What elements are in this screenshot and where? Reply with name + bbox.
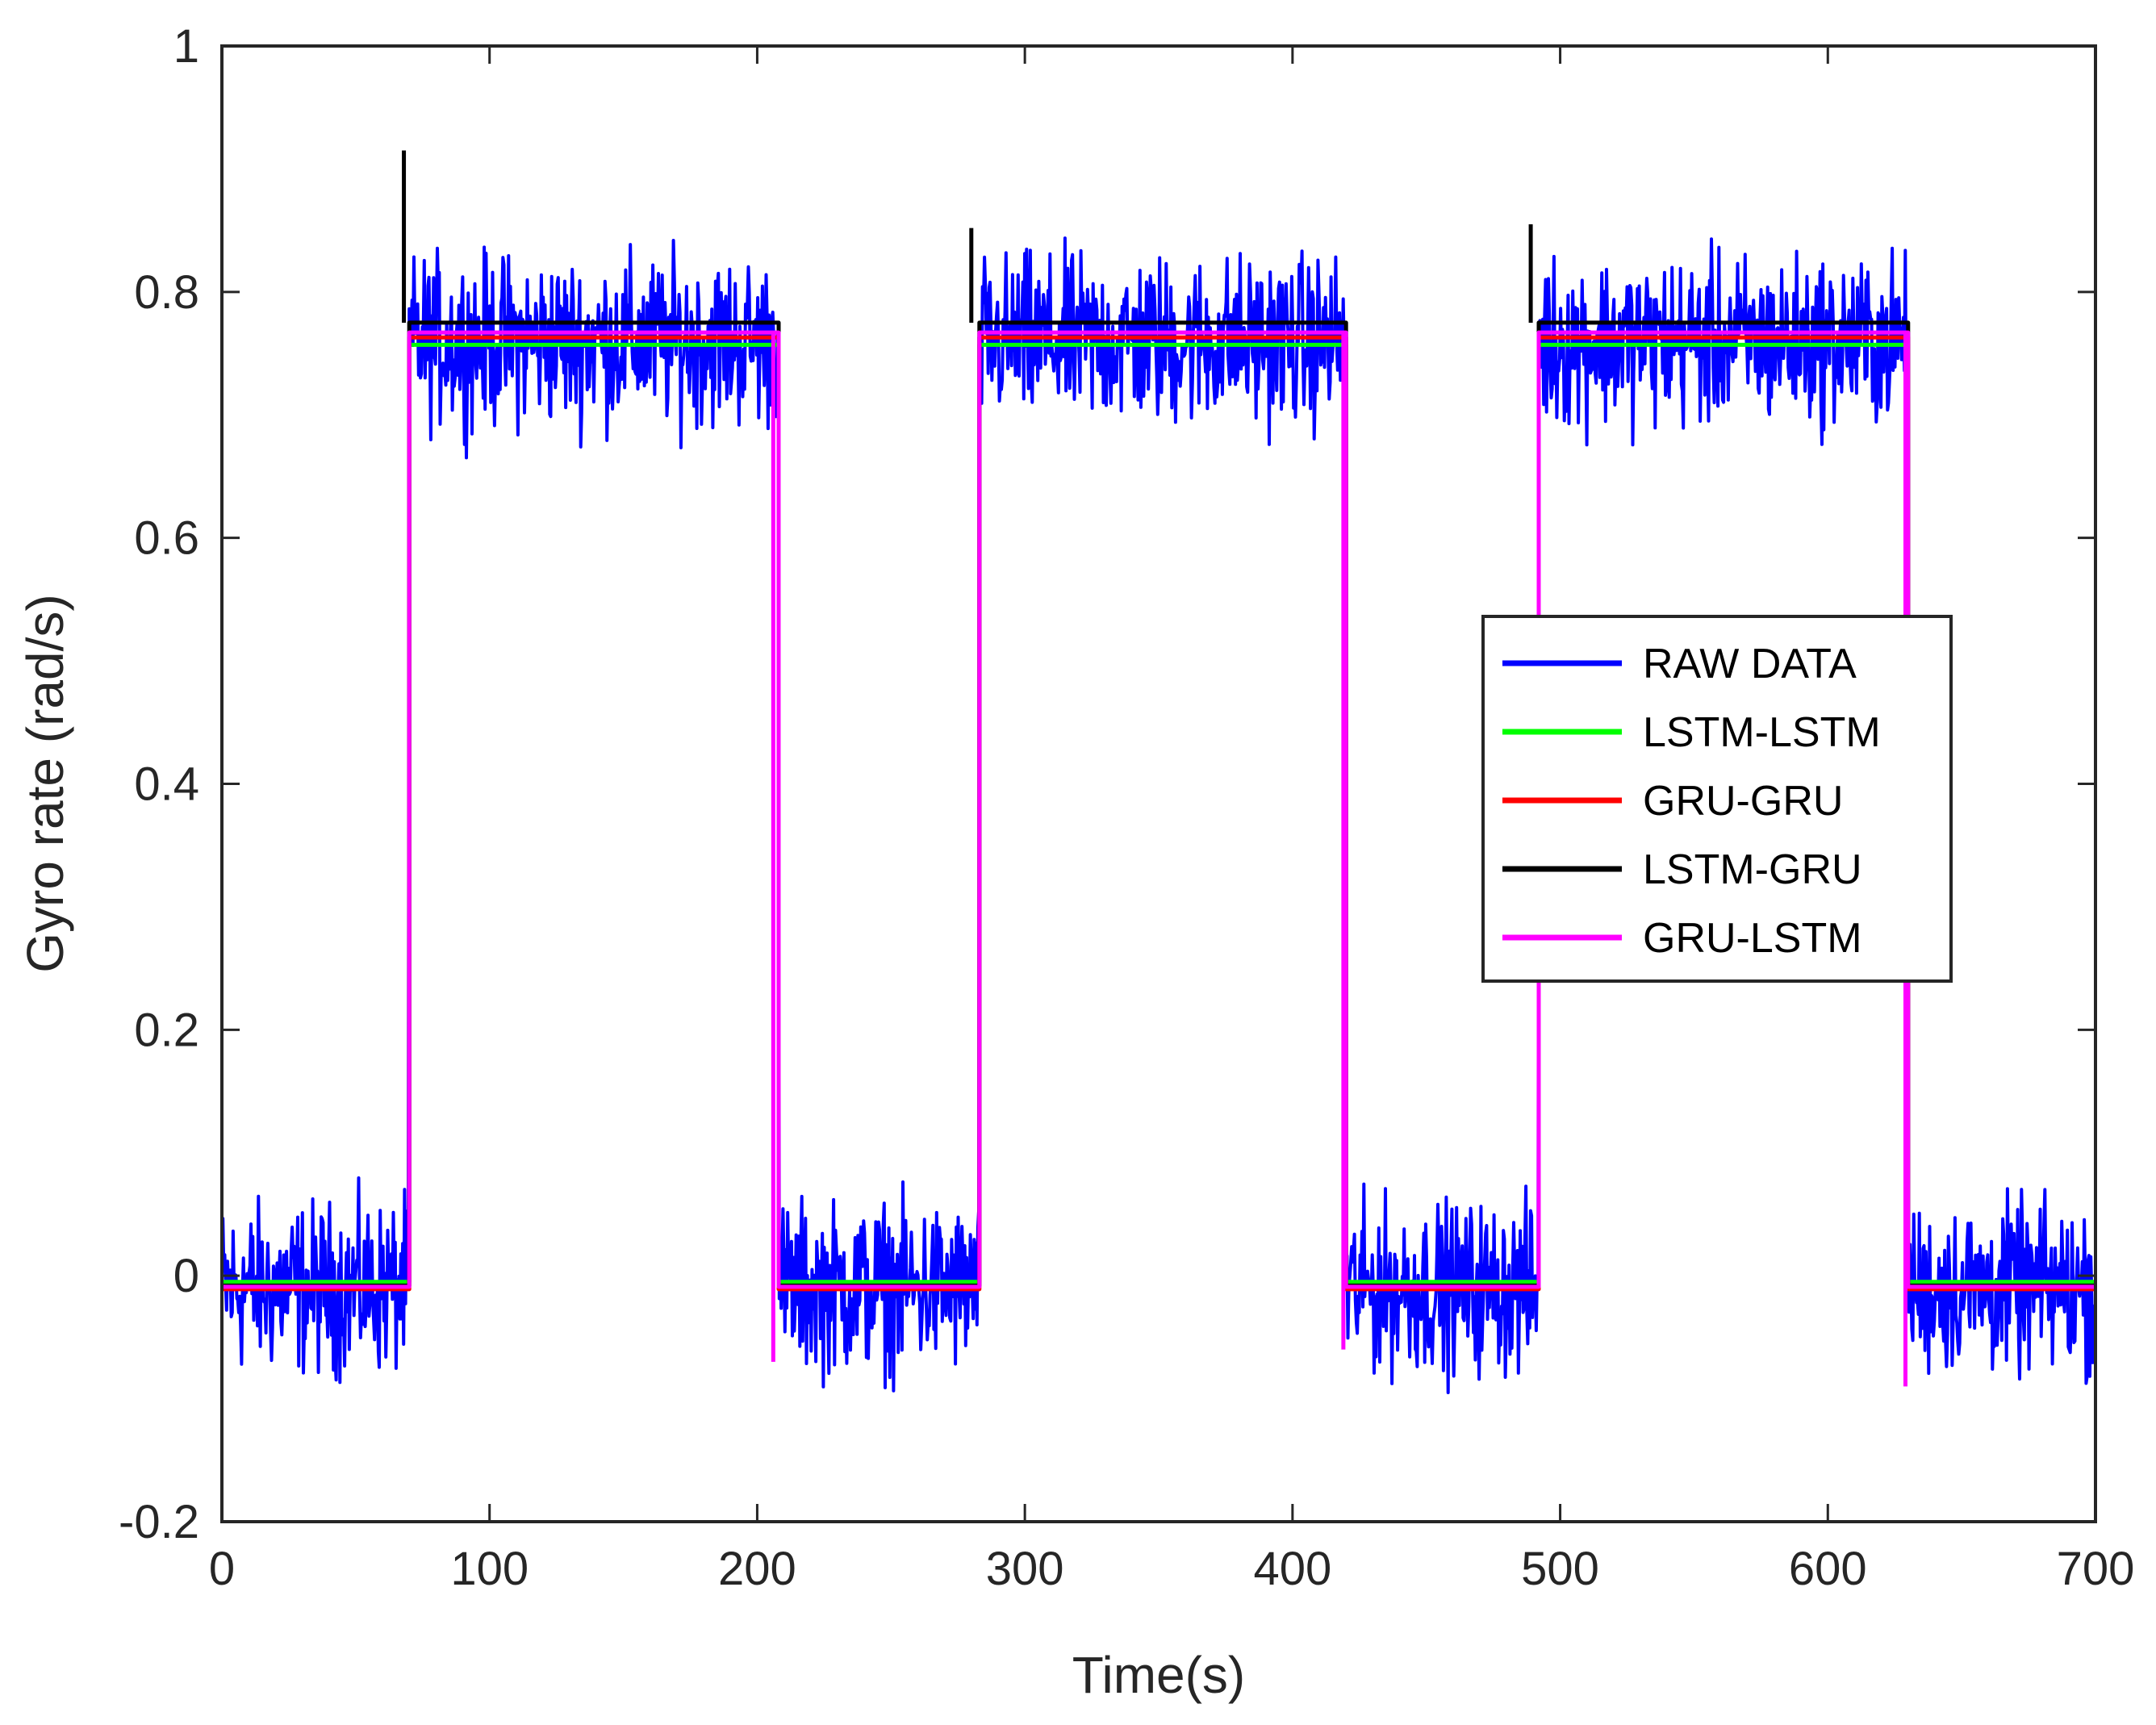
x-tick-label: 400 xyxy=(1253,1543,1331,1595)
series-line-gru-lstm xyxy=(222,330,2095,1289)
x-tick-label: 500 xyxy=(1521,1543,1599,1595)
x-tick-label: 600 xyxy=(1789,1543,1867,1595)
y-tick-label: 1 xyxy=(173,20,199,73)
y-tick-label: 0 xyxy=(173,1250,199,1302)
y-tick-label: -0.2 xyxy=(119,1496,199,1548)
x-tick-label: 300 xyxy=(986,1543,1064,1595)
x-tick-label: 0 xyxy=(209,1543,235,1595)
series-line-lstm-lstm xyxy=(222,342,2095,1284)
y-axis-label: Gyro rate (rad/s) xyxy=(16,594,74,972)
y-tick-label: 0.2 xyxy=(134,1004,199,1056)
y-tick-label: 0.4 xyxy=(134,758,199,811)
series-line-gru-gru xyxy=(222,335,2095,1292)
legend: RAW DATA LSTM-LSTM GRU-GRU LSTM-GRU GRU-LSTM xyxy=(1481,615,1953,983)
legend-label: RAW DATA xyxy=(1643,641,1857,687)
x-axis-label: Time(s) xyxy=(1072,1646,1245,1704)
legend-label: GRU-LSTM xyxy=(1643,915,1862,962)
x-tick-label: 200 xyxy=(718,1543,796,1595)
series-line-raw-data xyxy=(222,236,2095,1394)
y-tick-label: 0.8 xyxy=(134,266,199,319)
legend-label: GRU-GRU xyxy=(1643,778,1843,825)
legend-label: LSTM-LSTM xyxy=(1643,709,1881,756)
series-line-lstm-gru xyxy=(222,320,2095,1288)
axis-ticks: 0 100 200 300 400 500 600 700-0.200.20.40.60.81 xyxy=(119,20,2134,1595)
x-tick-label: 700 xyxy=(2057,1543,2135,1595)
legend-label: LSTM-GRU xyxy=(1643,846,1862,893)
y-tick-label: 0.6 xyxy=(134,512,199,565)
x-tick-label: 100 xyxy=(450,1543,529,1595)
